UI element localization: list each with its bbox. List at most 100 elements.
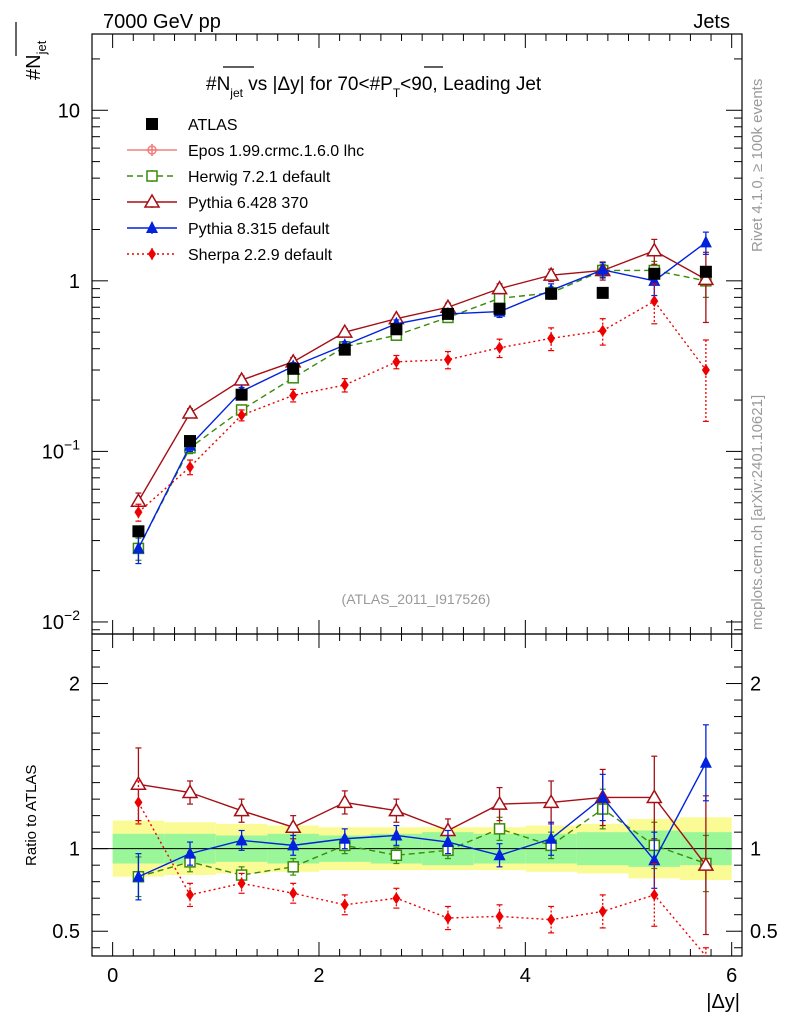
ratio-pythia-point — [130, 775, 147, 791]
main-sherpa-point — [340, 379, 349, 392]
legend-label: Herwig 7.2.1 default — [188, 169, 331, 186]
ratio-herwig-point — [287, 861, 299, 873]
legend-entry-herwig: Herwig 7.2.1 default — [127, 169, 331, 186]
ratio-sherpa-point — [237, 877, 246, 890]
ratio-pythia-point — [645, 788, 663, 804]
main-atlas-point — [441, 307, 454, 320]
ratio-y-tick-label: 1 — [69, 839, 80, 861]
rivet-version-label: Rivet 4.1.0, ≥ 100k events — [749, 79, 766, 252]
legend: ATLAS Epos 1.99.crmc.1.6.0 lhc Herwig 7.2.… — [127, 117, 364, 264]
ratio-pythia-point — [390, 828, 403, 841]
legend-marker — [143, 193, 161, 208]
ratio-sherpa-point — [495, 910, 504, 923]
main-atlas-point — [132, 525, 145, 538]
title-part-d: <90, Leading Jet — [400, 74, 542, 95]
main-sherpa-point — [650, 295, 659, 308]
ratio-pythia-line — [138, 762, 707, 878]
legend-label: Sherpa 2.2.9 default — [188, 247, 333, 264]
ratio-pythia-point — [388, 802, 405, 817]
ratio-pythia-point — [233, 802, 250, 817]
main-pythia-line — [137, 250, 707, 502]
legend-entry-pythia: Pythia 8.315 default — [127, 221, 330, 238]
y-tick-label: 10−1 — [42, 436, 80, 463]
legend-label: Pythia 6.428 370 — [188, 195, 308, 212]
ratio-y-tick-label: 0.5 — [52, 921, 80, 943]
ratio-pythia-point — [697, 856, 715, 871]
category-label: Jets — [693, 11, 730, 33]
ratio-pythia-series — [132, 724, 712, 901]
source-label: mcplots.cern.ch [arXiv:2401.10621] — [749, 395, 766, 630]
title-part-b: vs |Δy| for 70<# — [243, 74, 381, 95]
main-sherpa-point — [289, 389, 298, 402]
ylabel-sub: jet — [34, 40, 49, 55]
main-atlas-point — [338, 343, 351, 356]
main-pythia-point — [699, 235, 712, 248]
main-herwig-series — [132, 260, 712, 561]
ratio-herwig-line — [138, 808, 707, 878]
title-part-a: #N — [206, 74, 230, 95]
main-atlas-series — [132, 265, 712, 538]
main-sherpa-series — [134, 283, 710, 522]
ratio-sherpa-point — [547, 913, 556, 926]
ratio-y-tick-label-right: 1 — [750, 839, 761, 861]
ratio-pythia-line — [138, 783, 707, 866]
main-sherpa-point — [392, 355, 401, 368]
ratio-pythia-point — [648, 853, 661, 866]
ratio-sherpa-line — [137, 802, 707, 957]
ratio-pythia-point — [542, 793, 560, 809]
ratio-pythia-point — [699, 755, 712, 768]
main-atlas-point — [493, 302, 506, 315]
ratio-pythia-point — [284, 818, 302, 833]
main-atlas-point — [235, 388, 248, 401]
x-tick-label: 2 — [313, 965, 324, 987]
ratio-sherpa-point — [134, 796, 143, 809]
ratio-pythia-point — [132, 869, 145, 882]
legend-label: ATLAS — [188, 117, 238, 134]
main-pythia-point — [181, 404, 199, 419]
main-sherpa-point — [134, 506, 143, 519]
ratio-sherpa-point — [186, 888, 195, 901]
main-sherpa-point — [443, 353, 452, 366]
main-sherpa-point — [547, 332, 556, 345]
ratio-pythia-point — [491, 795, 508, 810]
ratio-pythia-point — [545, 831, 558, 844]
main-pythia-point — [491, 280, 508, 295]
x-tick-label: 6 — [726, 965, 737, 987]
ratio-sherpa-point — [650, 888, 659, 901]
ylabel-main: #N — [23, 54, 45, 80]
title-part-c: P — [380, 74, 393, 95]
ratio-sherpa-point — [392, 892, 401, 905]
energy-label: 7000 GeV pp — [103, 11, 221, 33]
legend-entry-pythia: Pythia 6.428 370 — [127, 193, 308, 212]
ratio-herwig-point — [493, 823, 506, 835]
main-atlas-point — [545, 287, 558, 300]
legend-label: Epos 1.99.crmc.1.6.0 lhc — [188, 143, 364, 160]
svg-text:#Njet: #Njet — [23, 40, 49, 80]
xlabel: |Δy| — [706, 991, 740, 1013]
main-pythia-point — [697, 270, 715, 286]
ratio-pythia-point — [493, 848, 506, 861]
legend-marker — [146, 144, 158, 156]
legend-marker — [148, 248, 156, 260]
ratio-ylabel: Ratio to ATLAS — [23, 765, 40, 866]
y-tick-label: 10−2 — [42, 607, 80, 634]
legend-entry-sherpa: Sherpa 2.2.9 default — [127, 247, 333, 264]
axes: 0 2 4 6 10−2 10−1 1 10 0.5 0.5 1 1 2 2 — [42, 33, 778, 987]
main-sherpa-point — [495, 341, 504, 354]
ratio-pythia-point — [184, 846, 197, 859]
ratio-pythia-point — [596, 790, 609, 803]
title-part-a-sub: jet — [229, 86, 243, 100]
main-pythia-point — [542, 266, 560, 281]
ratio-pythia-point — [336, 793, 354, 809]
main-pythia-point — [132, 541, 145, 554]
ratio-pythia-point — [181, 784, 199, 799]
main-pythia-line — [137, 241, 707, 549]
main-pythia-point — [336, 323, 354, 338]
title-part-c-sub: T — [393, 86, 401, 100]
upper-ylabel: #Njet — [15, 22, 49, 80]
main-pythia-series — [132, 231, 712, 565]
ratio-pythia-point — [287, 838, 300, 851]
legend-marker — [146, 118, 158, 130]
ratio-sherpa-point — [598, 905, 607, 918]
main-pythia-series — [130, 238, 715, 512]
